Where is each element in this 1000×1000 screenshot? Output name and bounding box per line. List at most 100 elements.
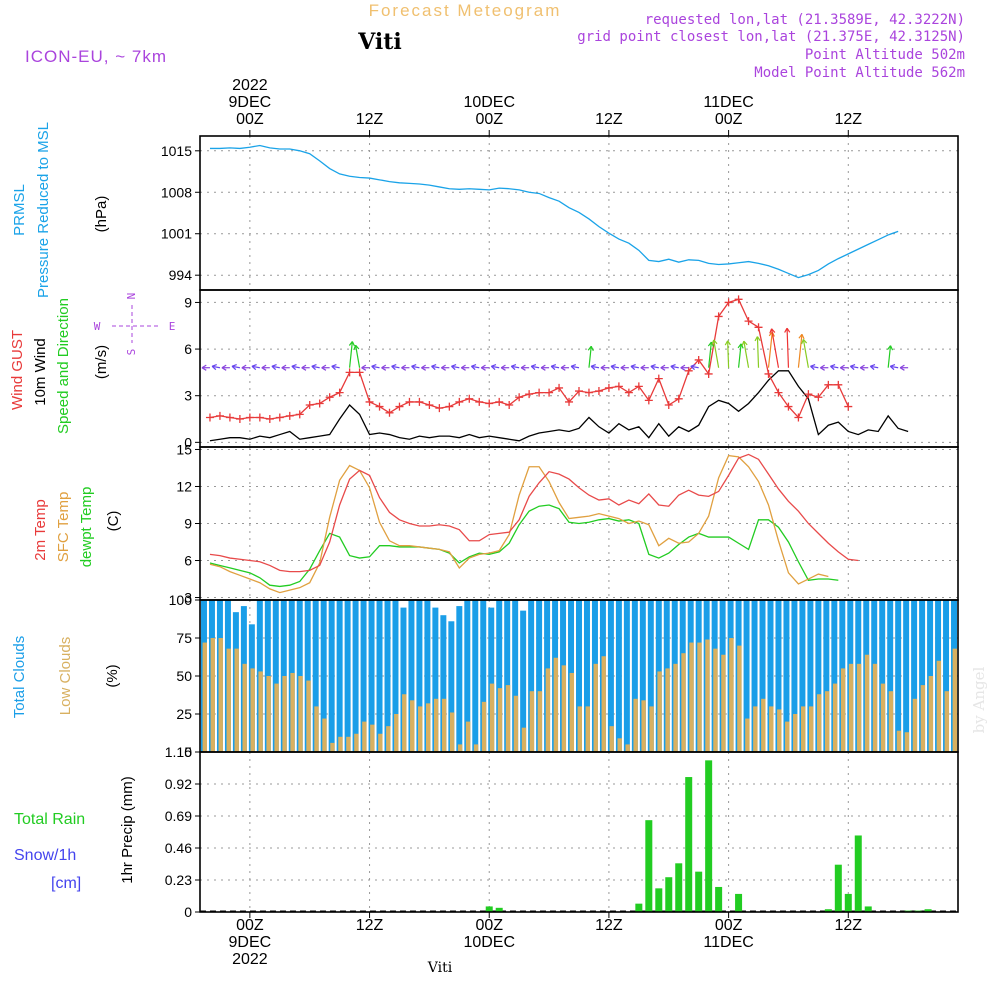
low-cloud-bar [777, 709, 782, 752]
low-cloud-bar [689, 642, 694, 752]
wind-direction-arrow [355, 345, 361, 368]
wind-gust-point [614, 382, 623, 391]
wind-direction-arrow [713, 339, 720, 368]
wind-direction-arrowhead [411, 363, 417, 371]
wind-direction-arrow [830, 365, 839, 369]
total-cloud-bar [312, 600, 319, 752]
wind-gust-point [664, 401, 673, 410]
wind-direction-arrow [630, 365, 639, 369]
low-cloud-bar [529, 691, 535, 752]
low-cloud-bar [713, 648, 718, 752]
wind-gust-point [764, 369, 773, 378]
wind-direction-arrowhead [680, 364, 686, 371]
wind-gust-point [225, 413, 234, 422]
gridpoint-coords: grid point closest lon,lat (21.375E, 42.… [577, 29, 965, 45]
total-cloud-bar [919, 600, 926, 752]
low-cloud-bar [386, 726, 391, 752]
time-label-bottom: 00Z [236, 917, 264, 934]
cloud-label-low: Low Clouds [57, 637, 74, 715]
total-cloud-bar [448, 621, 455, 752]
wind-direction-arrow [211, 365, 221, 369]
wind-direction-arrow [727, 340, 730, 368]
wind-direction-arrowhead [630, 363, 636, 371]
wind-direction-arrowhead [353, 344, 360, 351]
y-tick-label: 0.23 [165, 872, 192, 888]
low-cloud-bar [625, 744, 630, 752]
wind-direction-arrow [431, 365, 440, 369]
wind-direction-arrowhead [271, 363, 277, 371]
low-cloud-bar [641, 700, 646, 752]
total-cloud-bar [783, 600, 790, 752]
total-cloud-bar [887, 600, 894, 752]
wind-direction-arrowhead [261, 364, 267, 371]
total-cloud-bar [791, 600, 798, 752]
total-cloud-bar [639, 600, 646, 752]
wind-direction-arrow [737, 343, 742, 368]
total-cloud-bar [328, 600, 335, 752]
low-cloud-bar [753, 706, 758, 752]
wind-direction-arrowhead [421, 364, 426, 371]
wind-direction-arrowhead [550, 363, 557, 371]
wind-gust-point [624, 388, 633, 397]
wind-gust-point [555, 383, 564, 392]
wind-direction-arrowhead [640, 364, 646, 371]
low-cloud-bar [298, 676, 303, 752]
wind-direction-arrowhead [331, 363, 337, 371]
wind-direction-arrowhead [221, 364, 227, 371]
low-cloud-bar [410, 700, 415, 752]
low-cloud-bar [904, 732, 910, 752]
total-cloud-bar [272, 600, 279, 752]
low-cloud-bar [864, 654, 870, 752]
total-cloud-bar [504, 600, 511, 752]
low-cloud-bar [697, 642, 702, 752]
low-cloud-bar [290, 672, 295, 752]
wind-gust-point [594, 387, 603, 396]
wind-direction-arrowhead [460, 364, 466, 371]
total-cloud-bar [743, 600, 750, 752]
y-tick-label: 9 [184, 516, 192, 532]
wind-gust-point [385, 408, 394, 417]
low-cloud-bar [569, 672, 575, 752]
wind-gust-point [644, 396, 653, 405]
low-cloud-bar [202, 642, 207, 752]
wind-direction-arrowhead [690, 363, 696, 371]
wind-gust-point [754, 323, 763, 332]
pressure-label-desc: Pressure Reduced to MSL [35, 122, 52, 298]
low-cloud-bar [912, 698, 918, 752]
wind-direction-arrow [251, 365, 260, 369]
total-cloud-bar [400, 607, 407, 752]
precip-label-snow: Snow/1h [14, 847, 76, 864]
total-cloud-bar [352, 600, 359, 752]
wind-direction-arrow [411, 365, 420, 369]
wind-direction-arrowhead [620, 364, 626, 371]
compass-n: N [125, 293, 138, 300]
wind-direction-arrow [451, 365, 460, 369]
wind-gust-point [465, 394, 474, 403]
y-tick-label: 0 [184, 904, 192, 920]
rain-bar [665, 877, 673, 912]
total-cloud-bar [520, 610, 527, 752]
total-cloud-bar [432, 607, 439, 752]
wind-direction-arrowhead [869, 363, 876, 371]
y-tick-label: 0.92 [165, 776, 192, 792]
low-cloud-bar [266, 676, 271, 752]
time-label-bottom: 9DEC [229, 934, 272, 951]
rain-bar [844, 893, 852, 912]
low-cloud-bar [673, 663, 678, 752]
wind-gust-point [634, 382, 643, 391]
wind-direction-arrow [670, 365, 679, 369]
wind-gust-point [804, 390, 813, 399]
low-cloud-bar [952, 648, 958, 752]
wind-direction-arrowhead [887, 345, 894, 351]
precip-label-rain: Total Rain [14, 811, 85, 828]
point-altitude: Point Altitude 502m [805, 47, 965, 63]
wind-direction-arrowhead [348, 341, 356, 347]
pressure-line [209, 144, 899, 279]
total-cloud-bar [360, 600, 367, 752]
low-cloud-bar [553, 657, 559, 752]
low-cloud-bar [346, 736, 351, 752]
wind-gust-point [375, 402, 384, 411]
total-cloud-bar [424, 600, 431, 752]
precip-panel [200, 760, 958, 912]
